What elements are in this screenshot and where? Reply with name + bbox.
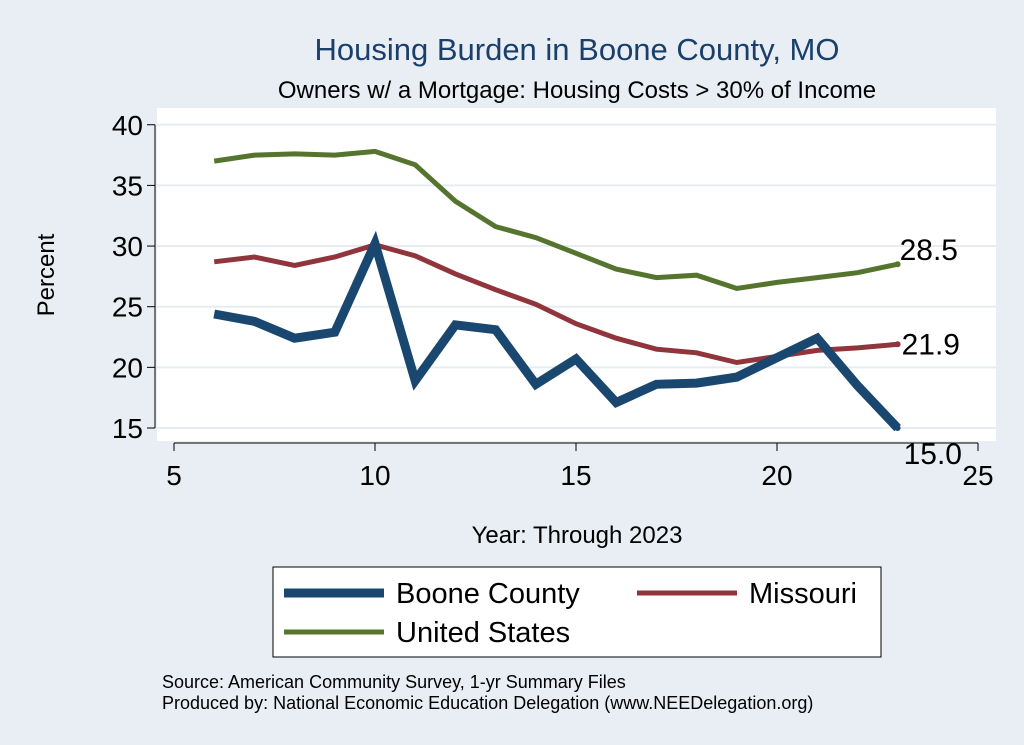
x-axis-label: Year: Through 2023 (472, 522, 683, 549)
producer-note: Produced by: National Economic Education… (162, 693, 813, 713)
legend-label-boone-county: Boone County (396, 578, 580, 610)
end-label-missouri: 21.9 (902, 328, 960, 361)
legend: Boone County Missouri United States (272, 566, 882, 658)
end-point-missouri (894, 341, 901, 348)
end-labels: 15.0 21.9 28.5 (900, 234, 962, 471)
y-tick-label-35: 35 (112, 170, 143, 201)
x-tick-label-20: 20 (761, 460, 792, 491)
x-tick-label-25: 25 (962, 460, 993, 491)
end-point-united-states (894, 261, 901, 268)
end-point-boone-county (894, 425, 901, 431)
y-tick-label-40: 40 (112, 110, 143, 141)
legend-label-united-states: United States (396, 617, 570, 649)
y-tick-label-25: 25 (112, 292, 143, 323)
legend-label-missouri: Missouri (749, 578, 857, 610)
end-label-united-states: 28.5 (900, 234, 958, 267)
chart-subtitle: Owners w/ a Mortgage: Housing Costs > 30… (278, 77, 876, 104)
source-note: Source: American Community Survey, 1-yr … (162, 672, 626, 692)
end-label-boone-county: 15.0 (904, 438, 962, 471)
chart-title: Housing Burden in Boone County, MO (314, 32, 839, 67)
series-line-united-states (213, 148, 899, 292)
x-tick-label-10: 10 (359, 460, 390, 491)
y-tick-label-20: 20 (112, 352, 143, 383)
legend-box (272, 566, 882, 658)
plot-area (157, 108, 996, 441)
axes: 15 20 25 30 35 40 5 10 15 20 25 (112, 110, 994, 491)
series-line-boone-county (213, 230, 901, 432)
x-tick-label-15: 15 (560, 460, 591, 491)
x-tick-label-5: 5 (166, 460, 182, 491)
y-axis-label: Percent (33, 233, 60, 316)
y-tick-label-15: 15 (112, 413, 143, 444)
grid-lines (157, 123, 996, 429)
y-tick-label-30: 30 (112, 231, 143, 262)
series-lines (213, 148, 901, 432)
